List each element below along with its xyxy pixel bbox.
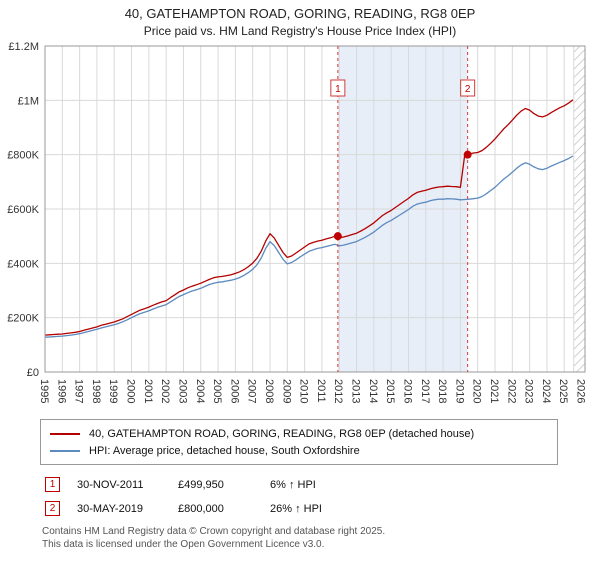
x-axis-label: 2020: [471, 379, 483, 403]
sale-annotation-row: 2 30-MAY-2019 £800,000 26% ↑ HPI: [45, 501, 600, 516]
chart-header: 40, GATEHAMPTON ROAD, GORING, READING, R…: [0, 6, 600, 38]
sale-marker-dot: [463, 150, 472, 159]
x-axis-label: 2019: [453, 379, 465, 403]
price-history-chart: £0 £200K £400K £600K £800K £1M £1.2M 1995 1996 19…: [7, 41, 587, 403]
x-axis-label: 2013: [350, 379, 362, 403]
x-axis-label: 2024: [540, 379, 552, 403]
x-axis-label: 2016: [402, 379, 414, 403]
legend-row: 40, GATEHAMPTON ROAD, GORING, READING, R…: [50, 425, 548, 442]
x-axis-label: 2025: [557, 379, 569, 403]
legend-label: 40, GATEHAMPTON ROAD, GORING, READING, R…: [89, 427, 475, 440]
x-axis-label: 2001: [142, 379, 154, 403]
x-axis-label: 2018: [436, 379, 448, 403]
legend-line-sample: [50, 432, 80, 435]
x-axis-label: 1998: [90, 379, 102, 403]
x-axis-label: 2012: [332, 379, 344, 403]
y-axis-label: £0: [27, 367, 39, 379]
sale-annotation-number: 1: [45, 477, 60, 492]
footer-licence: This data is licensed under the Open Gov…: [42, 539, 325, 550]
x-axis-label: 2021: [488, 379, 500, 403]
legend: 40, GATEHAMPTON ROAD, GORING, READING, R…: [40, 419, 558, 465]
x-axis-label: 2009: [280, 379, 292, 403]
plot-border: [44, 45, 586, 373]
y-axis-label: £800K: [7, 150, 39, 162]
sale-annotation-hpi-delta: 6% ↑ HPI: [270, 478, 316, 491]
x-axis-label: 2008: [263, 379, 275, 403]
x-axis-label: 2022: [505, 379, 517, 403]
legend-label: HPI: Average price, detached house, Sout…: [89, 444, 360, 457]
y-axis-label: £200K: [7, 313, 39, 325]
x-axis-label: 2000: [125, 379, 137, 403]
x-axis-label: 2006: [228, 379, 240, 403]
y-axis-label: £400K: [7, 258, 39, 270]
x-axis-label: 2007: [246, 379, 258, 403]
sale-annotation-price: £499,950: [178, 478, 224, 491]
sale-number-label: 1: [335, 84, 341, 95]
sale-number-label: 2: [465, 84, 471, 95]
sale-annotations: 1 30-NOV-2011 £499,950 6% ↑ HPI 2 30-MAY-2019…: [45, 477, 600, 516]
sale-annotation-hpi-delta: 26% ↑ HPI: [270, 502, 322, 515]
x-axis-label: 2003: [177, 379, 189, 403]
x-axis-label: 2005: [211, 379, 223, 403]
x-axis-label: 2002: [159, 379, 171, 403]
y-axis-label: £1M: [18, 95, 39, 107]
page-subtitle: Price paid vs. HM Land Registry's House …: [143, 24, 457, 38]
x-axis-label: 2011: [315, 379, 327, 403]
sale-annotation-date: 30-MAY-2019: [77, 502, 144, 515]
sale-annotation-date: 30-NOV-2011: [77, 478, 144, 491]
x-axis-label: 2023: [523, 379, 535, 403]
legend-line-sample: [50, 449, 80, 452]
x-axis-label: 1995: [38, 379, 50, 403]
y-axis-label: £600K: [7, 204, 39, 216]
price-paid-line: [44, 99, 574, 336]
x-axis-label: 2010: [298, 379, 310, 403]
x-axis-label: 2017: [419, 379, 431, 403]
x-axis-label: 1999: [107, 379, 119, 403]
x-axis-label: 2015: [384, 379, 396, 403]
sale-marker-dot: [333, 232, 342, 241]
sale-number-box: [330, 79, 346, 97]
footer-copyright: Contains HM Land Registry data © Crown c…: [42, 526, 386, 537]
x-axis-label: 2026: [575, 379, 587, 403]
no-data-hatch: [573, 45, 586, 373]
sale-annotation-row: 1 30-NOV-2011 £499,950 6% ↑ HPI: [45, 477, 600, 492]
page-title: 40, GATEHAMPTON ROAD, GORING, READING, R…: [124, 6, 476, 21]
x-axis-label: 2004: [194, 379, 206, 403]
x-axis-label: 2014: [367, 379, 379, 403]
x-axis-label: 1996: [55, 379, 67, 403]
y-axis-label: £1.2M: [8, 41, 39, 53]
sale-number-box: [460, 79, 476, 97]
hpi-line: [44, 155, 574, 338]
sale-annotation-price: £800,000: [178, 502, 224, 515]
sale-annotation-number: 2: [45, 501, 60, 516]
footer: Contains HM Land Registry data © Crown c…: [42, 525, 600, 551]
legend-row: HPI: Average price, detached house, Sout…: [50, 442, 548, 459]
x-axis-label: 1997: [73, 379, 85, 403]
